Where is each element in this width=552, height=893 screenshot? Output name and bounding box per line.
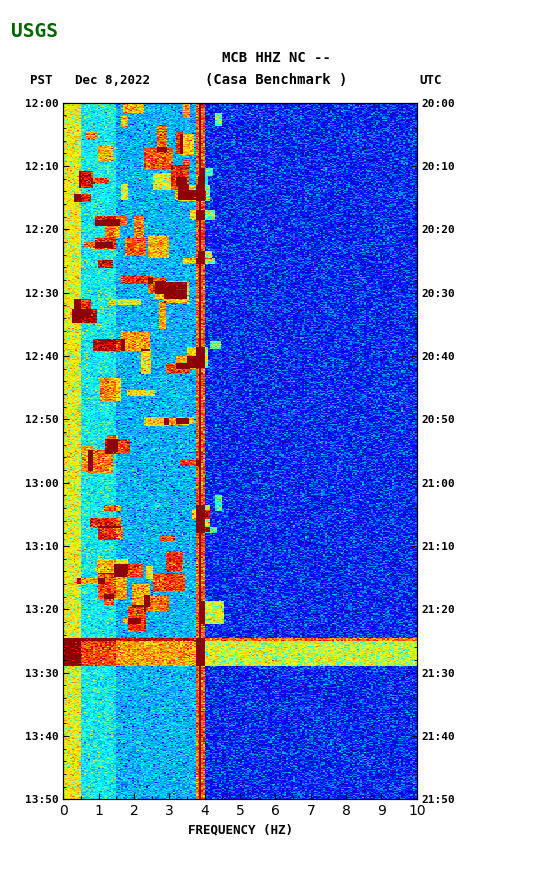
Text: UTC: UTC	[420, 74, 442, 87]
Text: (Casa Benchmark ): (Casa Benchmark )	[205, 73, 347, 88]
Text: MCB HHZ NC --: MCB HHZ NC --	[221, 51, 331, 65]
Text: USGS: USGS	[11, 22, 58, 41]
Text: Dec 8,2022: Dec 8,2022	[75, 74, 150, 87]
Text: PST: PST	[30, 74, 52, 87]
X-axis label: FREQUENCY (HZ): FREQUENCY (HZ)	[188, 823, 293, 837]
